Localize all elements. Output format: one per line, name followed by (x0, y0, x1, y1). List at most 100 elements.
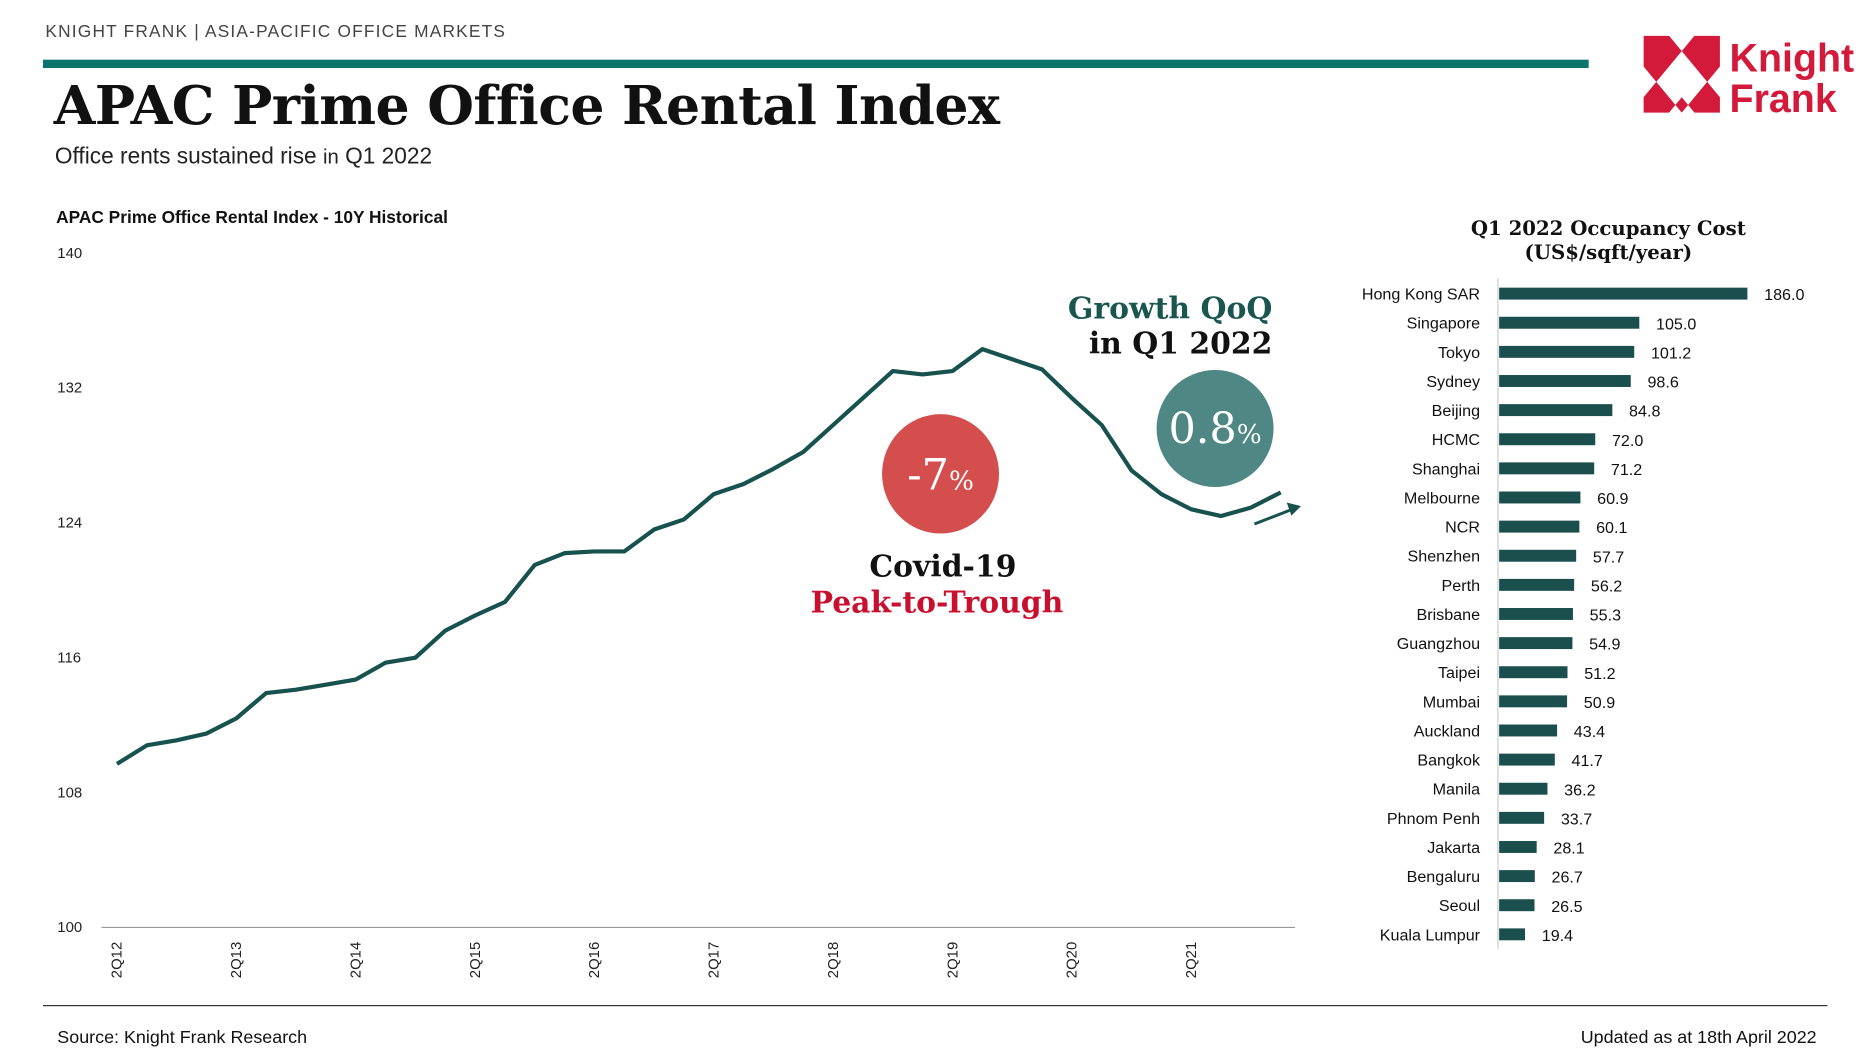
bar-category-label: Tokyo (1438, 344, 1480, 362)
bar-category-label: Shanghai (1412, 460, 1480, 478)
bar-value-label: 101.2 (1651, 344, 1691, 362)
bar-category-label: Bengaluru (1407, 868, 1480, 886)
line-chart-title: APAC Prime Office Rental Index - 10Y His… (56, 208, 448, 228)
y-tick-label: 140 (57, 246, 82, 262)
bar-value-label: 41.7 (1572, 752, 1603, 770)
bar-perth (1499, 578, 1575, 591)
x-tick-label: 2Q17 (707, 942, 723, 978)
x-tick-label: 2Q14 (348, 942, 364, 978)
x-tick-label: 2Q21 (1184, 942, 1200, 978)
bar-tokyo (1499, 345, 1635, 358)
bar-category-label: Bangkok (1417, 752, 1481, 770)
bar-value-label: 26.5 (1551, 898, 1582, 916)
bar-value-label: 55.3 (1590, 607, 1621, 625)
bar-value-label: 54.9 (1589, 636, 1620, 654)
bar-beijing (1499, 404, 1613, 417)
bar-category-label: Singapore (1407, 315, 1480, 333)
growth-subtitle: in Q1 2022 (1089, 326, 1273, 361)
bar-value-label: 71.2 (1611, 461, 1642, 479)
bar-brisbane (1499, 608, 1573, 620)
covid-subtitle: Peak-to-Trough (811, 585, 1064, 620)
bar-value-label: 57.7 (1593, 548, 1624, 566)
bar-chart-title: Q1 2022 Occupancy Cost (US$/sqft/year) (1432, 217, 1784, 265)
bar-sydney (1499, 375, 1631, 387)
bar-category-label: NCR (1445, 519, 1480, 537)
bar-category-label: HCMC (1432, 431, 1481, 449)
bar-category-label: Kuala Lumpur (1380, 926, 1481, 944)
x-tick-label: 2Q18 (826, 942, 842, 978)
kicker: KNIGHT FRANK | ASIA-PACIFIC OFFICE MARKE… (45, 22, 507, 42)
bar-value-label: 19.4 (1542, 927, 1573, 945)
knight-frank-logo: Knight Frank (1643, 35, 1862, 117)
bar-category-label: Beijing (1432, 402, 1480, 420)
bar-mumbai (1499, 695, 1568, 708)
subtitle-main: Office rents sustained rise (54, 144, 323, 170)
bar-value-label: 84.8 (1629, 403, 1660, 421)
bar-hong-kong-sar (1499, 287, 1748, 300)
y-tick-label: 124 (57, 516, 82, 532)
source-note: Source: Knight Frank Research (57, 1027, 308, 1048)
subtitle-small: in (322, 145, 339, 169)
bar-category-label: Phnom Penh (1387, 810, 1480, 828)
bar-shanghai (1499, 462, 1595, 475)
accent-bar (42, 59, 1589, 69)
bar-chart-title-line2: (US$/sqft/year) (1524, 241, 1693, 264)
up-arrow-icon (1253, 502, 1302, 526)
logo-text-frank: Frank (1730, 77, 1837, 117)
bar-category-label: Jakarta (1427, 839, 1480, 857)
bar-bengaluru (1499, 870, 1535, 883)
y-tick-label: 100 (57, 920, 82, 936)
bar-guangzhou (1499, 637, 1573, 650)
bar-chart: Hong Kong SAR 186.0 Singapore 105.0 Tokyo 101… (1362, 278, 1804, 949)
bar-seoul (1499, 899, 1535, 912)
bar-value-label: 26.7 (1551, 869, 1582, 887)
bar-category-label: Manila (1433, 781, 1480, 799)
bar-category-label: Sydney (1426, 373, 1481, 391)
bar-value-label: 43.4 (1574, 723, 1605, 741)
line-chart: 100 108 116 124 132 140 2Q12 2Q13 2Q14 2Q15 2Q16 2Q… (57, 246, 1296, 978)
growth-bubble (1156, 370, 1274, 487)
bar-bangkok (1499, 753, 1555, 766)
y-tick-label: 132 (57, 381, 82, 397)
bar-category-label: Guangzhou (1397, 635, 1480, 653)
x-tick-label: 2Q15 (468, 942, 484, 978)
logo-text-knight: Knight (1730, 37, 1855, 81)
bar-value-label: 98.6 (1647, 374, 1678, 392)
bar-shenzhen (1499, 549, 1577, 562)
bar-kuala-lumpur (1499, 928, 1526, 941)
bar-auckland (1499, 724, 1558, 737)
index-series-line (115, 347, 1282, 766)
x-tick-label: 2Q19 (945, 942, 961, 978)
bar-value-label: 51.2 (1584, 665, 1615, 683)
x-tick-label: 2Q12 (110, 942, 126, 978)
bar-category-label: Hong Kong SAR (1362, 286, 1480, 304)
bar-chart-title-line1: Q1 2022 Occupancy Cost (1470, 217, 1746, 240)
bar-value-label: 72.0 (1612, 432, 1643, 450)
bar-value-label: 50.9 (1584, 694, 1615, 712)
page-title: APAC Prime Office Rental Index (53, 74, 1000, 138)
bar-category-label: Brisbane (1416, 606, 1480, 624)
bar-category-label: Auckland (1414, 722, 1480, 740)
growth-value: 0.8% (1168, 404, 1261, 454)
bar-melbourne (1499, 491, 1581, 504)
bar-hcmc (1499, 433, 1596, 446)
x-tick-label: 2Q13 (229, 942, 245, 978)
bar-value-label: 28.1 (1553, 840, 1584, 858)
bar-value-label: 56.2 (1591, 577, 1622, 595)
bar-taipei (1499, 666, 1568, 679)
bar-category-label: Perth (1442, 577, 1481, 595)
x-tick-label: 2Q20 (1065, 942, 1081, 978)
bar-ncr (1499, 520, 1580, 533)
subtitle: Office rents sustained rise in Q1 2022 (55, 144, 432, 170)
covid-title: Covid-19 (869, 550, 1016, 585)
bar-singapore (1499, 316, 1640, 329)
bar-manila (1499, 782, 1548, 795)
y-tick-label: 108 (57, 785, 82, 801)
footer-divider (42, 1005, 1828, 1007)
bar-value-label: 36.2 (1564, 781, 1595, 799)
covid-annotation: -7% Covid-19 Peak-to-Trough (811, 414, 1064, 620)
bar-category-label: Shenzhen (1407, 548, 1480, 566)
growth-title: Growth QoQ (1068, 292, 1272, 327)
